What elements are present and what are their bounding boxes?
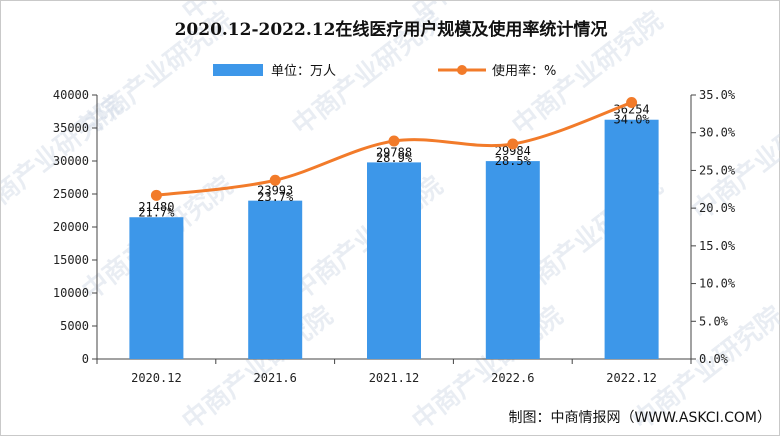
x-tick-label: 2022.12 (606, 371, 657, 385)
rate-value-label: 23.7% (257, 190, 294, 204)
x-tick-label: 2020.12 (131, 371, 182, 385)
bar (485, 161, 540, 359)
y-right-tick-label: 5.0% (699, 314, 729, 328)
y-right-tick-label: 10.0% (699, 277, 736, 291)
chart-title: 2020.12-2022.12在线医疗用户规模及使用率统计情况 (175, 19, 608, 40)
legend-bar-swatch (213, 64, 263, 76)
y-left-tick-label: 0 (82, 352, 89, 366)
bar (248, 200, 303, 359)
y-left-tick-label: 40000 (53, 88, 89, 102)
y-right-tick-label: 30.0% (699, 126, 736, 140)
y-right-tick-label: 25.0% (699, 163, 736, 177)
y-left-tick-label: 10000 (53, 286, 89, 300)
y-right-tick-label: 20.0% (699, 201, 736, 215)
bar (367, 162, 421, 359)
y-right-tick-label: 15.0% (699, 239, 736, 253)
y-left-tick-label: 5000 (60, 319, 89, 333)
rate-value-label: 28.9% (376, 151, 413, 165)
legend-line-marker (457, 65, 467, 75)
legend-line-label: 使用率：% (492, 63, 556, 79)
legend: 单位：万人 使用率：% (213, 63, 556, 79)
x-tick-label: 2021.6 (254, 371, 297, 385)
rate-point (626, 97, 638, 109)
rate-point (388, 135, 400, 147)
bar (129, 217, 184, 359)
rate-point (269, 174, 281, 186)
bar-value-label: 29984 (495, 144, 531, 158)
rate-point (507, 138, 519, 150)
y-left-tick-label: 20000 (53, 220, 89, 234)
x-tick-label: 2022.6 (491, 371, 534, 385)
source-note: 制图：中商情报网（WWW.ASKCI.COM） (509, 410, 771, 426)
axes: 0 5000 10000 15000 20000 25000 30000 35000 40000… (53, 88, 736, 385)
bar-value-label: 21480 (138, 200, 174, 214)
y-right-tick-label: 35.0% (699, 88, 736, 102)
y-left-tick-label: 25000 (53, 187, 89, 201)
x-tick-label: 2021.12 (369, 371, 420, 385)
y-left-tick-label: 15000 (53, 253, 89, 267)
y-left-tick-label: 30000 (53, 154, 89, 168)
y-right-tick-label: 0.0% (699, 352, 729, 366)
bar-value-label: 23993 (257, 184, 293, 198)
legend-bar-label: 单位：万人 (271, 64, 336, 79)
y-left-tick-label: 35000 (53, 121, 89, 135)
rate-value-label: 34.0% (614, 113, 651, 127)
bar (604, 119, 659, 359)
rate-value-label: 21.7% (138, 205, 175, 219)
line-series: 21.7% 23.7% 28.9% 28.5% 34.0% (138, 97, 650, 219)
rate-point (150, 189, 162, 201)
bar-value-label: 29788 (376, 145, 412, 159)
rate-value-label: 28.5% (495, 154, 532, 168)
